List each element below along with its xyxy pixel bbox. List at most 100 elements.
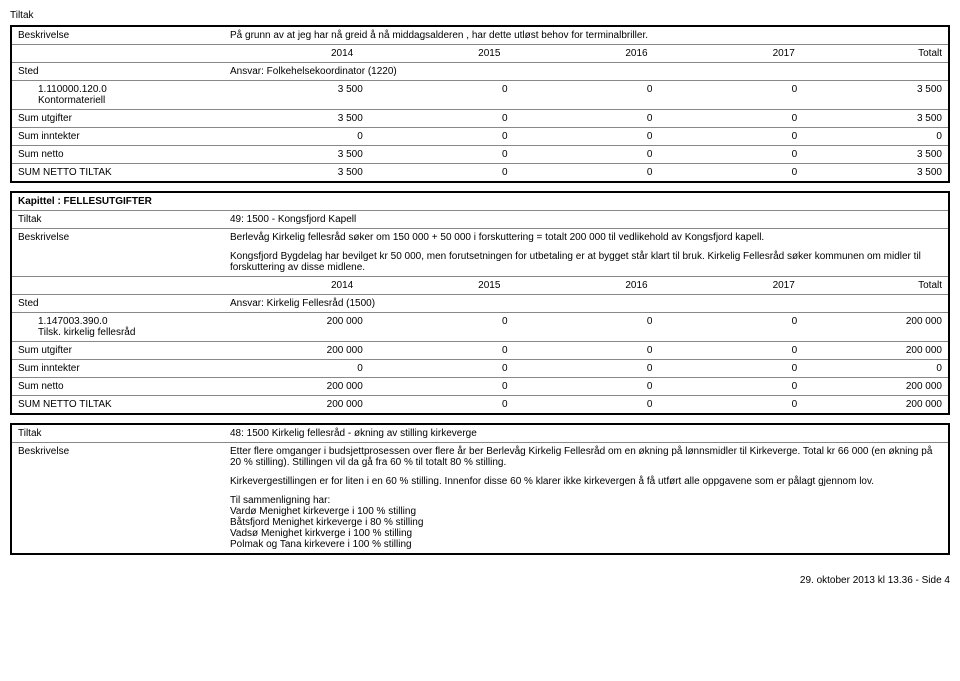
cell: 0	[369, 342, 514, 359]
cell: 0	[803, 360, 948, 377]
cell: 3 500	[224, 164, 369, 181]
line-code: 1.147003.390.0	[18, 316, 218, 327]
cell: 3 500	[803, 164, 948, 181]
cell: 200 000	[224, 313, 369, 341]
cell: 0	[369, 313, 514, 341]
tiltak-label: Tiltak	[12, 425, 224, 442]
cell: 3 500	[224, 81, 369, 109]
sum-label: Sum utgifter	[12, 110, 224, 127]
beskrivelse-p: Vardø Menighet kirkeverge i 100 % stilli…	[230, 506, 942, 517]
tiltak-text: 48: 1500 Kirkelig fellesråd - økning av …	[224, 425, 948, 442]
sum-row: Sum netto 3 500 0 0 0 3 500	[12, 146, 948, 164]
beskrivelse-p1: Berlevåg Kirkelig fellesråd søker om 150…	[230, 232, 942, 243]
tiltak-text: 49: 1500 - Kongsfjord Kapell	[224, 211, 948, 228]
beskrivelse-label: Beskrivelse	[12, 443, 224, 553]
beskrivelse-p: Polmak og Tana kirkevere i 100 % stillin…	[230, 539, 942, 550]
sum-row: Sum inntekter 0 0 0 0 0	[12, 128, 948, 146]
cell: 3 500	[224, 110, 369, 127]
cell: 0	[514, 360, 659, 377]
line-name: Kontormateriell	[18, 95, 218, 106]
cell: 0	[658, 110, 803, 127]
cell: 200 000	[224, 378, 369, 395]
cell: 0	[514, 110, 659, 127]
cell: 3 500	[224, 146, 369, 163]
cell: 0	[658, 342, 803, 359]
beskrivelse-p: Vadsø Menighet kirkverge i 100 % stillin…	[230, 528, 942, 539]
sum-label: Sum netto	[12, 146, 224, 163]
year-col: 2015	[359, 277, 506, 294]
cell: 0	[369, 110, 514, 127]
cell: 0	[369, 378, 514, 395]
cell: 0	[658, 146, 803, 163]
cell: 0	[658, 128, 803, 145]
year-col: Totalt	[801, 45, 948, 62]
year-col: 2017	[654, 277, 801, 294]
cell: 0	[803, 128, 948, 145]
cell: 200 000	[224, 342, 369, 359]
year-col: Totalt	[801, 277, 948, 294]
cell: 0	[514, 81, 659, 109]
beskrivelse-p: Etter flere omganger i budsjettprosessen…	[230, 446, 942, 468]
block-2: Kapittel : FELLESUTGIFTER Tiltak 49: 150…	[10, 191, 950, 415]
cell: 0	[369, 164, 514, 181]
beskrivelse-p: Kirkevergestillingen er for liten i en 6…	[230, 476, 942, 487]
cell: 0	[514, 396, 659, 413]
cell: 0	[514, 378, 659, 395]
sum-row: Sum utgifter 200 000 0 0 0 200 000	[12, 342, 948, 360]
beskrivelse-text: På grunn av at jeg har nå greid å nå mid…	[224, 27, 948, 44]
beskrivelse-p: Båtsfjord Menighet kirkeverge i 80 % sti…	[230, 517, 942, 528]
cell: 200 000	[224, 396, 369, 413]
cell: 0	[514, 146, 659, 163]
cell: 0	[369, 396, 514, 413]
sum-label: Sum inntekter	[12, 360, 224, 377]
year-col: 2017	[654, 45, 801, 62]
sum-row: SUM NETTO TILTAK 200 000 0 0 0 200 000	[12, 396, 948, 413]
sted-label: Sted	[12, 63, 224, 80]
beskrivelse-label: Beskrivelse	[12, 229, 224, 276]
cell: 0	[224, 360, 369, 377]
cell: 0	[514, 313, 659, 341]
kapittel-heading: Kapittel : FELLESUTGIFTER	[12, 193, 948, 211]
cell: 200 000	[803, 342, 948, 359]
cell: 200 000	[803, 396, 948, 413]
beskrivelse-text: Etter flere omganger i budsjettprosessen…	[224, 443, 948, 553]
block-3: Tiltak 48: 1500 Kirkelig fellesråd - økn…	[10, 423, 950, 555]
beskrivelse-label: Beskrivelse	[12, 27, 224, 44]
sum-label: SUM NETTO TILTAK	[12, 164, 224, 181]
cell: 0	[658, 378, 803, 395]
cell: 0	[658, 164, 803, 181]
cell: 3 500	[803, 146, 948, 163]
year-header-row: 2014 2015 2016 2017 Totalt	[12, 277, 948, 295]
page-footer: 29. oktober 2013 kl 13.36 - Side 4	[10, 575, 950, 586]
cell: 0	[514, 164, 659, 181]
year-col: 2016	[506, 277, 653, 294]
cell: 200 000	[803, 378, 948, 395]
beskrivelse-text: Berlevåg Kirkelig fellesråd søker om 150…	[224, 229, 948, 276]
sum-label: Sum netto	[12, 378, 224, 395]
year-col: 2014	[212, 45, 359, 62]
ansvar-text: Ansvar: Folkehelsekoordinator (1220)	[224, 63, 948, 80]
year-header-row: 2014 2015 2016 2017 Totalt	[12, 45, 948, 63]
line-code: 1.110000.120.0	[18, 84, 218, 95]
year-col: 2014	[212, 277, 359, 294]
cell: 0	[369, 81, 514, 109]
block-1: Beskrivelse På grunn av at jeg har nå gr…	[10, 25, 950, 183]
cell: 0	[369, 128, 514, 145]
cell: 0	[658, 396, 803, 413]
cell: 3 500	[803, 110, 948, 127]
cell: 0	[658, 81, 803, 109]
sum-label: Sum inntekter	[12, 128, 224, 145]
cell: 0	[369, 360, 514, 377]
year-col: 2015	[359, 45, 506, 62]
cell: 0	[658, 313, 803, 341]
year-col: 2016	[506, 45, 653, 62]
header-label: Tiltak	[10, 10, 950, 21]
beskrivelse-p2: Kongsfjord Bygdelag har bevilget kr 50 0…	[230, 251, 942, 273]
cell: 0	[514, 128, 659, 145]
line-item-row: 1.110000.120.0 Kontormateriell 3 500 0 0…	[12, 81, 948, 110]
cell: 0	[514, 342, 659, 359]
cell: 3 500	[803, 81, 948, 109]
line-name: Tilsk. kirkelig fellesråd	[18, 327, 218, 338]
sum-row: SUM NETTO TILTAK 3 500 0 0 0 3 500	[12, 164, 948, 181]
sted-label: Sted	[12, 295, 224, 312]
